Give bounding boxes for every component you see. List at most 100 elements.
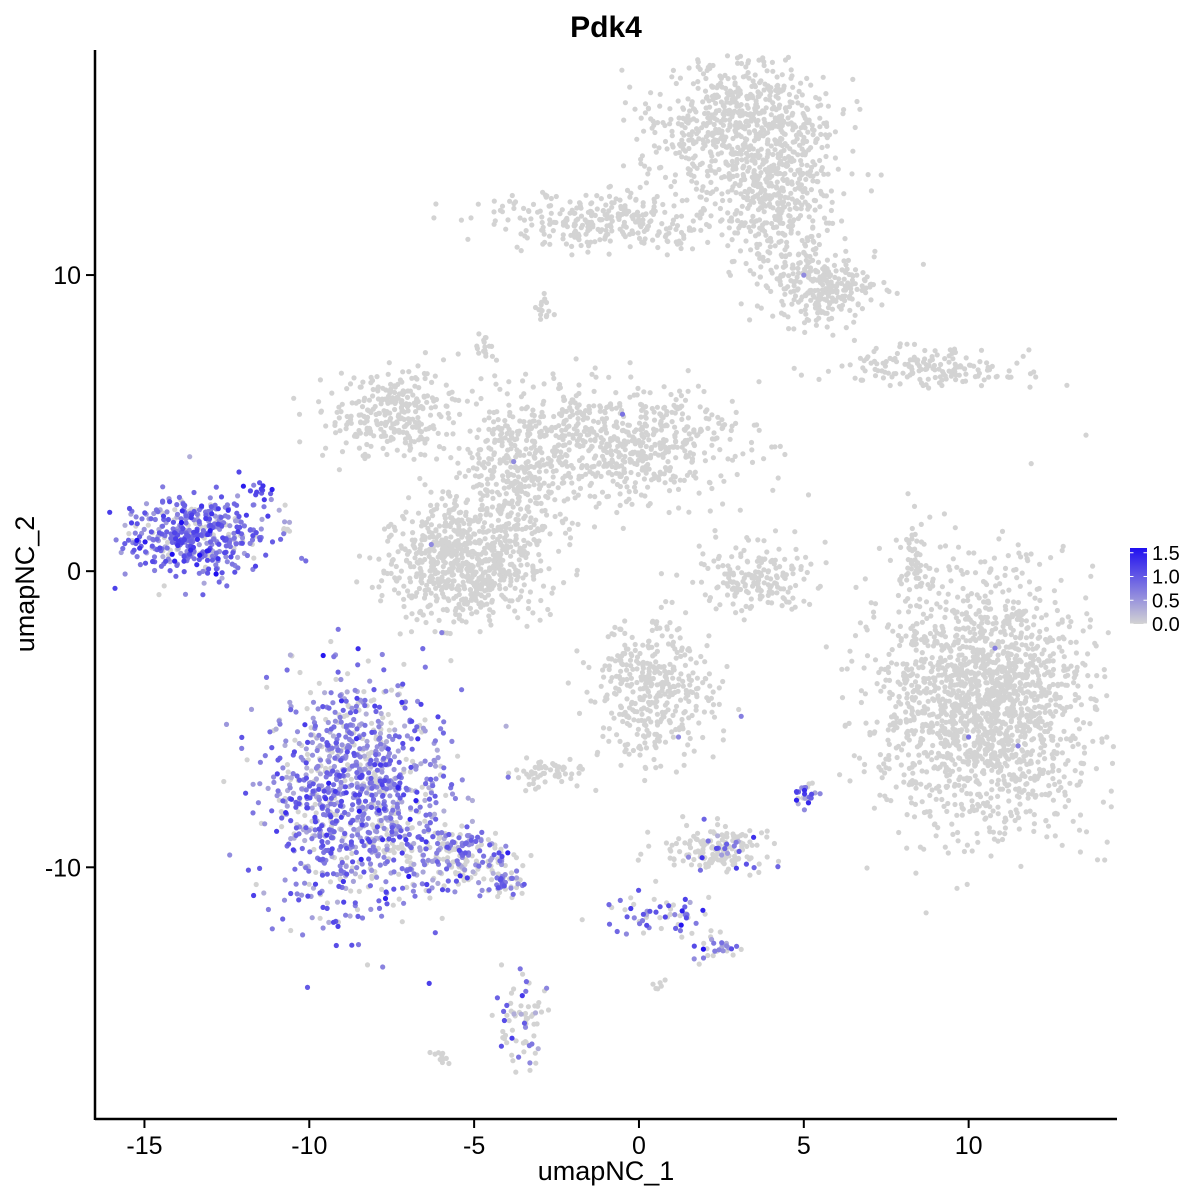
cell-point xyxy=(705,952,711,959)
cell-point xyxy=(871,614,877,620)
cell-point xyxy=(709,442,715,448)
cell-point xyxy=(508,510,514,516)
cell-point xyxy=(915,685,921,691)
cell-point xyxy=(566,447,572,453)
cell-point xyxy=(717,447,723,453)
cell-point xyxy=(1005,598,1011,604)
cell-point xyxy=(514,429,521,435)
cell-point xyxy=(964,775,970,781)
cell-point xyxy=(1015,542,1021,548)
cell-point xyxy=(1034,666,1040,673)
cell-point xyxy=(476,427,482,433)
cell-point xyxy=(666,694,672,700)
cell-point xyxy=(1037,628,1043,635)
cell-point xyxy=(609,452,615,458)
cell-point xyxy=(1009,776,1015,782)
cell-point xyxy=(1023,651,1029,658)
cell-point xyxy=(1019,789,1025,795)
cell-point xyxy=(532,1050,538,1056)
cell-point xyxy=(538,597,544,604)
cell-point xyxy=(1006,587,1012,593)
cell-point xyxy=(894,661,900,667)
cell-point xyxy=(928,669,934,675)
cell-point xyxy=(673,703,680,709)
cell-point xyxy=(429,564,435,570)
cell-point xyxy=(676,676,682,682)
cell-point xyxy=(478,447,484,453)
cell-point xyxy=(849,658,855,664)
cell-point xyxy=(643,677,649,683)
cell-point xyxy=(660,454,666,460)
cell-point xyxy=(628,450,634,457)
cell-point xyxy=(448,455,454,461)
cell-point xyxy=(667,855,673,861)
cell-point xyxy=(650,432,657,438)
cell-point xyxy=(440,357,447,363)
cell-point xyxy=(904,845,910,851)
cell-point xyxy=(912,679,919,685)
cell-point xyxy=(407,560,413,566)
cell-point xyxy=(1008,696,1014,702)
cell-point xyxy=(1013,807,1019,813)
cell-point xyxy=(702,659,708,665)
cell-point xyxy=(1018,554,1024,560)
cell-point xyxy=(473,609,479,615)
cell-point xyxy=(378,598,384,604)
cell-point xyxy=(329,390,335,396)
cell-point xyxy=(706,416,712,422)
cell-point xyxy=(311,846,317,853)
cell-point xyxy=(1070,818,1076,824)
cell-point xyxy=(475,519,481,525)
cell-point xyxy=(1102,674,1108,680)
cell-point xyxy=(1014,696,1021,702)
cell-point xyxy=(678,671,684,677)
cell-point xyxy=(1011,599,1017,605)
cell-point xyxy=(556,411,563,417)
cell-point xyxy=(434,456,440,462)
cell-point xyxy=(686,841,692,847)
cell-point xyxy=(1094,673,1100,679)
cell-point xyxy=(911,762,918,768)
cell-point xyxy=(431,581,437,587)
cell-point xyxy=(618,703,624,709)
cell-point xyxy=(558,449,564,455)
cell-point xyxy=(1003,606,1009,613)
cell-point xyxy=(686,676,692,682)
cell-point xyxy=(539,457,546,463)
cell-point xyxy=(541,523,547,530)
cell-point xyxy=(1050,658,1056,664)
cell-point xyxy=(904,734,910,741)
cell-point xyxy=(536,419,542,425)
cell-point xyxy=(952,801,958,808)
cell-point xyxy=(1099,736,1105,742)
cell-point xyxy=(593,374,599,380)
cell-point xyxy=(909,781,915,787)
cell-point xyxy=(422,717,428,723)
cell-point xyxy=(769,444,775,450)
cell-point xyxy=(1037,752,1043,758)
cell-point xyxy=(904,812,910,818)
cell-point xyxy=(635,857,641,863)
cell-point xyxy=(704,643,710,649)
cell-point xyxy=(602,461,609,467)
cell-point xyxy=(1074,782,1080,788)
cell-point xyxy=(358,384,364,390)
cell-point xyxy=(654,711,661,717)
cell-point xyxy=(701,940,707,947)
cell-point xyxy=(436,523,443,529)
cell-point xyxy=(930,742,936,749)
cell-point xyxy=(551,413,557,420)
cell-point xyxy=(550,481,556,487)
cell-point xyxy=(971,752,977,758)
cell-point xyxy=(997,581,1003,587)
cell-point xyxy=(894,754,900,761)
cell-point xyxy=(1003,753,1009,760)
cell-point xyxy=(597,408,603,414)
cell-point xyxy=(684,822,690,829)
cell-point xyxy=(543,468,549,474)
cell-point xyxy=(613,464,619,471)
cell-point xyxy=(573,356,579,362)
cell-point xyxy=(631,717,637,723)
cell-point xyxy=(368,374,374,380)
cell-point xyxy=(469,611,475,617)
